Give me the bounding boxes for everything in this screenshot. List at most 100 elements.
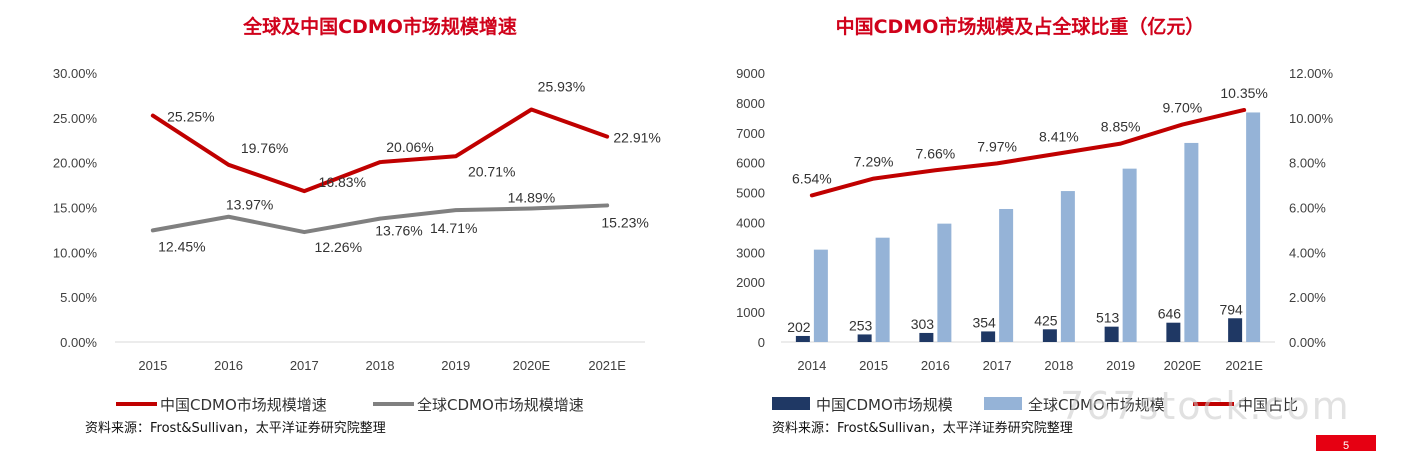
y-left-tick-label: 9000 xyxy=(736,66,765,81)
x-tick-label: 2015 xyxy=(859,358,888,373)
y-right-tick-label: 2.00% xyxy=(1289,290,1326,305)
x-tick-label: 2020E xyxy=(513,358,551,373)
y-left-tick-label: 1000 xyxy=(736,305,765,320)
bar-label: 794 xyxy=(1219,301,1243,317)
x-tick-label: 2019 xyxy=(1106,358,1135,373)
y-right-tick-label: 0.00% xyxy=(1289,335,1326,350)
bar-china xyxy=(981,331,996,342)
legend-swatch-china-size xyxy=(772,397,810,410)
y-left-tick-label: 3000 xyxy=(736,245,765,260)
y-right-tick-label: 4.00% xyxy=(1289,245,1326,260)
x-tick-label: 2015 xyxy=(138,358,167,373)
legend-label: 中国CDMO市场规模增速 xyxy=(160,396,327,414)
data-label: 13.97% xyxy=(226,197,273,213)
x-tick-label: 2016 xyxy=(214,358,243,373)
bar-china xyxy=(1166,322,1181,342)
y-right-tick-label: 6.00% xyxy=(1289,201,1326,216)
x-tick-label: 2018 xyxy=(366,358,395,373)
bar-global xyxy=(1122,168,1137,342)
y-right-tick-label: 10.00% xyxy=(1289,111,1334,126)
bar-global xyxy=(999,208,1014,342)
bar-china xyxy=(919,332,934,342)
y-left-tick-label: 2000 xyxy=(736,275,765,290)
y-left-tick-label: 6000 xyxy=(736,156,765,171)
legend-label: 中国占比 xyxy=(1238,396,1298,414)
x-tick-label: 2021E xyxy=(588,358,626,373)
data-label: 25.25% xyxy=(167,109,214,125)
bar-china xyxy=(1228,318,1243,342)
y-tick-label: 25.00% xyxy=(53,111,98,126)
growth-chart: 全球及中国CDMO市场规模增速 0.00% 5.00% 10.00% 15.00% 20.… xyxy=(53,15,661,436)
data-label: 20.71% xyxy=(468,163,515,179)
x-tick-label: 2017 xyxy=(983,358,1012,373)
bar-china xyxy=(795,335,810,342)
y-tick-label: 15.00% xyxy=(53,201,98,216)
y-tick-label: 30.00% xyxy=(53,66,98,81)
y-tick-label: 5.00% xyxy=(60,290,97,305)
x-tick-label: 2016 xyxy=(921,358,950,373)
bar-china xyxy=(1104,326,1119,342)
bar-label: 513 xyxy=(1096,310,1120,326)
data-label: 20.06% xyxy=(386,139,433,155)
data-label: 7.97% xyxy=(977,138,1017,154)
y-left-tick-label: 4000 xyxy=(736,215,765,230)
bar-label: 253 xyxy=(849,317,873,333)
x-tick-label: 2020E xyxy=(1164,358,1202,373)
source-note: 资料来源：Frost&Sullivan，太平洋证券研究院整理 xyxy=(772,420,1073,436)
y-tick-label: 10.00% xyxy=(53,245,98,260)
data-label: 8.41% xyxy=(1039,128,1079,144)
y-left-tick-label: 8000 xyxy=(736,96,765,111)
x-tick-label: 2021E xyxy=(1225,358,1263,373)
y-tick-label: 0.00% xyxy=(60,335,97,350)
data-label: 14.71% xyxy=(430,220,477,236)
legend-label: 全球CDMO市场规模 xyxy=(1028,396,1165,414)
legend-label: 中国CDMO市场规模 xyxy=(816,396,953,414)
x-tick-label: 2018 xyxy=(1044,358,1073,373)
data-label: 10.35% xyxy=(1220,85,1267,101)
y-left-tick-label: 7000 xyxy=(736,126,765,141)
data-label: 14.89% xyxy=(508,189,555,205)
legend-swatch-global-size xyxy=(984,397,1022,410)
data-label: 7.29% xyxy=(854,154,894,170)
watermark: 767stock.com xyxy=(1060,384,1351,428)
bar-label: 354 xyxy=(972,314,996,330)
bar-global xyxy=(1060,191,1075,342)
data-label: 19.76% xyxy=(241,140,288,156)
bar-label: 425 xyxy=(1034,312,1058,328)
data-label: 8.85% xyxy=(1101,119,1141,135)
y-left-tick-label: 0 xyxy=(758,335,765,350)
market-size-chart: 中国CDMO市场规模及占全球比重（亿元） 0 1000 2000 3000 4000 500… xyxy=(736,15,1333,436)
bar-global xyxy=(1246,112,1261,342)
bar-china xyxy=(1042,329,1057,342)
y-right-tick-label: 12.00% xyxy=(1289,66,1334,81)
data-label: 13.76% xyxy=(375,223,422,239)
data-label: 25.93% xyxy=(538,78,585,94)
bar-global xyxy=(875,237,890,342)
legend-label: 全球CDMO市场规模增速 xyxy=(417,396,584,414)
bar-china xyxy=(857,334,872,342)
bar-global xyxy=(1184,142,1199,342)
bar-label: 202 xyxy=(787,319,811,335)
x-tick-label: 2019 xyxy=(441,358,470,373)
bar-global xyxy=(937,223,952,342)
x-tick-label: 2014 xyxy=(797,358,826,373)
source-note: 资料来源：Frost&Sullivan，太平洋证券研究院整理 xyxy=(85,420,386,436)
bar-label: 303 xyxy=(911,316,935,332)
data-label: 12.26% xyxy=(315,239,362,255)
y-right-tick-label: 8.00% xyxy=(1289,156,1326,171)
bar-global xyxy=(813,249,828,342)
data-label: 12.45% xyxy=(158,238,205,254)
data-label: 15.23% xyxy=(601,214,648,230)
chart-title: 全球及中国CDMO市场规模增速 xyxy=(242,15,517,38)
page-number: 5 xyxy=(1343,440,1349,451)
data-label: 9.70% xyxy=(1163,100,1203,116)
x-tick-label: 2017 xyxy=(290,358,319,373)
chart-title: 中国CDMO市场规模及占全球比重（亿元） xyxy=(836,15,1205,38)
series-line-share xyxy=(809,107,1247,198)
page-number-badge xyxy=(1316,435,1376,451)
data-label: 7.66% xyxy=(916,145,956,161)
data-label: 16.83% xyxy=(319,174,366,190)
bar-label: 646 xyxy=(1158,306,1182,322)
data-label: 22.91% xyxy=(613,130,660,146)
